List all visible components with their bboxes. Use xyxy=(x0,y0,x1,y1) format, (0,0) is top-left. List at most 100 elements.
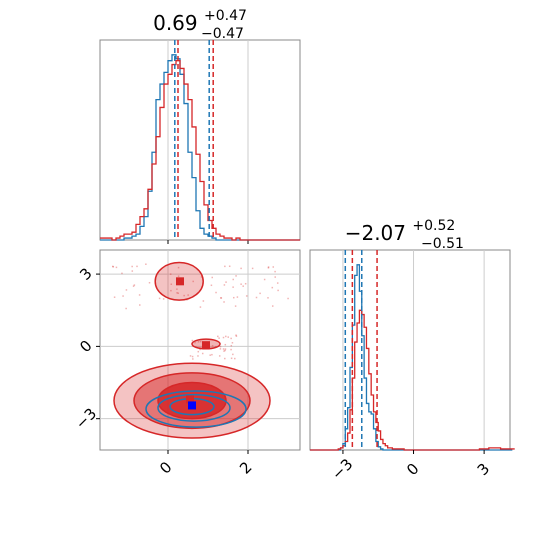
joint-scatter-point xyxy=(138,294,141,296)
joint-scatter-point xyxy=(177,292,180,294)
joint-scatter-point xyxy=(235,334,237,336)
joint-scatter-point xyxy=(235,275,237,277)
joint-scatter-point xyxy=(230,357,233,360)
joint-scatter-point xyxy=(125,307,127,310)
joint-scatter-point xyxy=(223,301,225,303)
joint-scatter-point xyxy=(191,355,194,358)
top-hist-title: 0.69 +0.47 xyxy=(153,8,247,35)
joint-scatter-point xyxy=(245,295,248,297)
right-hist-x-tick-label: 3 xyxy=(474,460,493,479)
joint-scatter-point xyxy=(199,306,202,308)
joint-scatter-point xyxy=(277,289,279,292)
top-hist-steps xyxy=(100,54,300,241)
joint-scatter-point xyxy=(274,276,276,278)
joint-scatter-point xyxy=(224,357,226,360)
joint-x-tick-label: 0 xyxy=(156,458,175,477)
joint-scatter-point xyxy=(192,358,194,360)
joint-scatter-point xyxy=(132,285,135,287)
right-hist-title: −2.07 +0.52 xyxy=(345,218,456,245)
joint-scatter-point xyxy=(230,348,232,351)
right-hist-grid xyxy=(342,250,485,450)
joint-scatter-point xyxy=(162,298,165,300)
joint-scatter-point xyxy=(232,278,234,281)
joint-scatter-point xyxy=(240,283,242,285)
right-hist-x-tick-label: 0 xyxy=(403,460,422,479)
joint-scatter-point xyxy=(274,270,276,273)
joint-scatter-point xyxy=(200,276,203,278)
joint-scatter-point xyxy=(267,297,269,299)
joint-scatter-point xyxy=(227,336,229,338)
joint-scatter-point xyxy=(218,355,221,357)
joint-scatter-point xyxy=(233,296,235,299)
top-hist-title-plus: +0.47 xyxy=(204,8,247,24)
joint-scatter-point xyxy=(189,355,192,357)
joint-scatter-point xyxy=(197,350,200,353)
top-hist-title-value: 0.69 xyxy=(153,11,198,35)
right-hist-quantile-lines xyxy=(344,250,378,450)
right-hist-title-value: −2.07 xyxy=(345,221,406,245)
joint-scatter-point xyxy=(232,286,234,288)
joint-scatter-point xyxy=(219,345,222,348)
joint-scatter-point xyxy=(209,354,211,356)
joint-scatter-point xyxy=(199,348,201,351)
joint-scatter-point xyxy=(199,340,202,343)
joint-scatter-point xyxy=(242,285,244,287)
joint-scatter-point xyxy=(267,266,270,268)
joint-scatter-point xyxy=(148,281,151,284)
right-hist-series-step xyxy=(310,309,515,451)
joint-scatter-point xyxy=(224,343,227,346)
joint-scatter-point xyxy=(115,266,118,269)
joint-scatter-point xyxy=(267,267,270,269)
joint-scatter-point xyxy=(220,297,223,299)
joint-markers xyxy=(176,277,210,410)
joint-scatter-point xyxy=(176,292,178,294)
joint-scatter-point xyxy=(177,266,180,269)
joint-scatter-point xyxy=(201,352,204,355)
joint-scatter-point xyxy=(121,272,123,275)
joint-y-ticks: −3 0 3 xyxy=(72,264,100,433)
joint-scatter-point xyxy=(131,265,133,268)
top-hist-frame xyxy=(99,39,301,241)
joint-scatter-point xyxy=(220,297,222,299)
joint-scatter-point xyxy=(176,288,178,290)
top-hist-series-step xyxy=(100,60,300,241)
joint-y-tick-label: 3 xyxy=(76,264,95,283)
joint-scatter-point xyxy=(215,291,217,294)
joint-scatter-point xyxy=(222,348,225,350)
joint-scatter-point xyxy=(223,350,225,352)
joint-scatter-point xyxy=(225,335,227,338)
joint-scatter-point xyxy=(187,294,189,296)
right-hist-title-minus: −0.51 xyxy=(421,236,464,252)
panel-right-histogram: −3 0 3 −2.07 +0.52 −0.51 xyxy=(309,218,515,483)
joint-scatter-point xyxy=(255,296,258,299)
joint-scatter-point xyxy=(169,273,172,275)
joint-scatter-point xyxy=(218,337,220,339)
joint-scatter-point xyxy=(224,265,226,268)
joint-scatter-point xyxy=(232,353,234,356)
joint-red-peak-marker xyxy=(176,277,184,286)
joint-scatter-point xyxy=(136,265,138,268)
joint-scatter-point xyxy=(230,344,233,347)
joint-scatter-point xyxy=(183,294,185,297)
right-hist-x-tick-label: −3 xyxy=(328,455,356,483)
joint-scatter-point xyxy=(287,297,289,300)
joint-scatter-point xyxy=(234,305,237,307)
joint-scatter-point xyxy=(113,296,116,298)
joint-y-tick-label: −3 xyxy=(72,404,100,432)
joint-scatter-point xyxy=(170,289,172,292)
joint-blue-contour xyxy=(157,393,231,422)
right-hist-title-plus: +0.52 xyxy=(412,218,455,234)
joint-scatter-point xyxy=(170,283,173,285)
joint-scatter-point xyxy=(271,305,274,307)
right-hist-frame xyxy=(309,249,511,451)
joint-scatter-point xyxy=(210,284,213,287)
joint-scatter-point xyxy=(235,335,238,337)
joint-scatter-point xyxy=(191,339,194,342)
joint-scatter-point xyxy=(224,348,227,350)
joint-scatter-point xyxy=(122,295,124,297)
joint-scatter-point xyxy=(131,270,134,272)
joint-scatter-point xyxy=(133,284,136,286)
panel-top-histogram: 0.69 +0.47 −0.47 xyxy=(99,8,301,244)
